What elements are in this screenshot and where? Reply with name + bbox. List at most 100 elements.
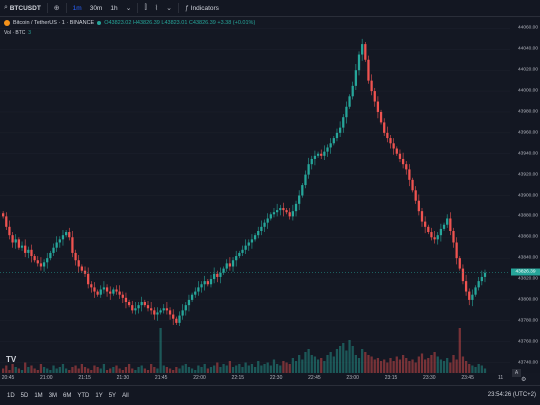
tradingview-logo[interactable]: TV	[6, 355, 17, 364]
indicators-button[interactable]: ƒ Indicators	[181, 0, 223, 17]
chart-area[interactable]	[0, 18, 510, 373]
candle-body	[83, 270, 87, 274]
volume-bar	[408, 361, 411, 373]
time-axis[interactable]: 20:45 21:00 21:15 21:30 21:45 22:00 22:15 22:30…	[0, 373, 510, 385]
range-1m[interactable]: 1M	[34, 392, 43, 399]
range-ytd[interactable]: YTD	[77, 392, 90, 399]
price-tick-label: 44040.00	[517, 46, 538, 52]
candlestick-chart[interactable]	[0, 18, 510, 373]
candle-body	[184, 305, 187, 311]
candle-body	[379, 111, 383, 123]
volume-bar	[222, 364, 225, 373]
candle-body	[373, 91, 376, 102]
interval-1h[interactable]: 1h	[110, 4, 118, 12]
volume-bar	[461, 356, 465, 373]
candle-type-icon[interactable]: ⫿	[144, 4, 147, 11]
candle-body	[216, 273, 219, 277]
range-all[interactable]: All	[122, 392, 129, 399]
candle-body	[433, 237, 436, 240]
volume-bar	[477, 364, 480, 373]
interval-1m[interactable]: 1m	[72, 4, 82, 12]
volume-bar	[257, 361, 260, 373]
volume-bar	[370, 356, 373, 373]
time-tick-label: 23:00	[346, 375, 359, 381]
range-5d[interactable]: 5D	[20, 392, 29, 399]
time-tick-label: 23:45	[461, 375, 474, 381]
volume-bar	[134, 370, 137, 373]
volume-bar	[115, 365, 118, 373]
symbol-search[interactable]: ⌕ BTCUSDT	[0, 0, 45, 17]
volume-bar	[74, 365, 77, 373]
candle-body	[222, 268, 225, 273]
volume-label: Vol · BTC	[4, 30, 26, 36]
candle-body	[115, 289, 118, 292]
range-1y[interactable]: 1Y	[95, 392, 103, 399]
candle-body	[471, 294, 474, 300]
candle-body	[121, 294, 124, 298]
price-tick-label: 43820.00	[517, 276, 538, 282]
volume-bar	[2, 368, 5, 373]
volume-bar	[64, 368, 68, 373]
candle-body	[235, 256, 238, 261]
volume-bar	[99, 368, 102, 373]
time-status[interactable]: 23:54:26 (UTC+2)	[487, 392, 536, 398]
volume-bar	[213, 365, 216, 373]
price-tick-label: 43940.00	[517, 151, 538, 157]
volume-bar	[235, 365, 238, 373]
candle-body	[181, 310, 184, 316]
price-axis[interactable]: 44060.00 44040.00 44020.00 44000.00 43980.00…	[510, 18, 540, 373]
volume-bar	[332, 356, 335, 373]
volume-bar	[458, 328, 461, 373]
candle-body	[320, 153, 323, 156]
volume-bar	[436, 356, 439, 373]
candle-body	[137, 305, 140, 309]
volume-bar	[124, 367, 128, 373]
volume-bar	[294, 361, 298, 373]
volume-bar	[449, 362, 452, 373]
range-1d[interactable]: 1D	[7, 392, 15, 399]
candle-body	[275, 210, 279, 213]
volume-bar	[272, 359, 276, 373]
range-6m[interactable]: 6M	[63, 392, 72, 399]
price-tick-label: 44060.00	[517, 25, 538, 31]
candle-body	[244, 245, 247, 250]
candle-body	[401, 158, 405, 165]
candle-body	[335, 132, 339, 139]
candle-body	[146, 305, 150, 309]
volume-bar	[33, 368, 36, 373]
candle-body	[20, 245, 24, 248]
add-symbol-icon[interactable]: ⊕	[53, 5, 60, 12]
candle-body	[367, 59, 370, 81]
indicators-icon: ƒ	[185, 4, 189, 12]
candle-body	[2, 213, 5, 217]
volume-bar	[93, 365, 96, 373]
volume-bar	[320, 358, 323, 373]
range-3m[interactable]: 3M	[48, 392, 58, 399]
auto-scale-icon[interactable]: A	[512, 369, 521, 377]
candle-body	[159, 310, 162, 313]
candle-body	[351, 85, 354, 97]
compare-icon[interactable]: ⌇	[154, 5, 159, 12]
volume-bar	[395, 356, 398, 373]
price-tick-label: 43760.00	[517, 339, 538, 345]
candle-body	[414, 190, 417, 201]
price-tick-label: 43800.00	[517, 297, 538, 303]
candle-body	[291, 211, 295, 217]
top-toolbar: ⌕ BTCUSDT ⊕ 1m 30m 1h ⌄ ⫿ ⌇ ⌄ ƒ Indicato…	[0, 0, 540, 17]
interval-30m[interactable]: 30m	[89, 4, 103, 12]
candle-body	[24, 245, 27, 253]
interval-dropdown-icon[interactable]: ⌄	[125, 5, 132, 12]
range-5y[interactable]: 5Y	[108, 392, 117, 399]
candle-body	[253, 235, 257, 240]
candle-body	[74, 252, 77, 261]
volume-bar	[357, 358, 361, 373]
volume-bar	[351, 346, 354, 373]
gear-icon[interactable]: ⚙	[521, 377, 527, 383]
candle-body	[197, 287, 200, 292]
compare-dropdown-icon[interactable]: ⌄	[166, 5, 173, 12]
candle-body	[109, 291, 112, 294]
price-tick-label: 43780.00	[517, 318, 538, 324]
candle-body	[190, 294, 194, 300]
candle-body	[33, 256, 36, 261]
price-tick-label: 43740.00	[517, 360, 538, 366]
